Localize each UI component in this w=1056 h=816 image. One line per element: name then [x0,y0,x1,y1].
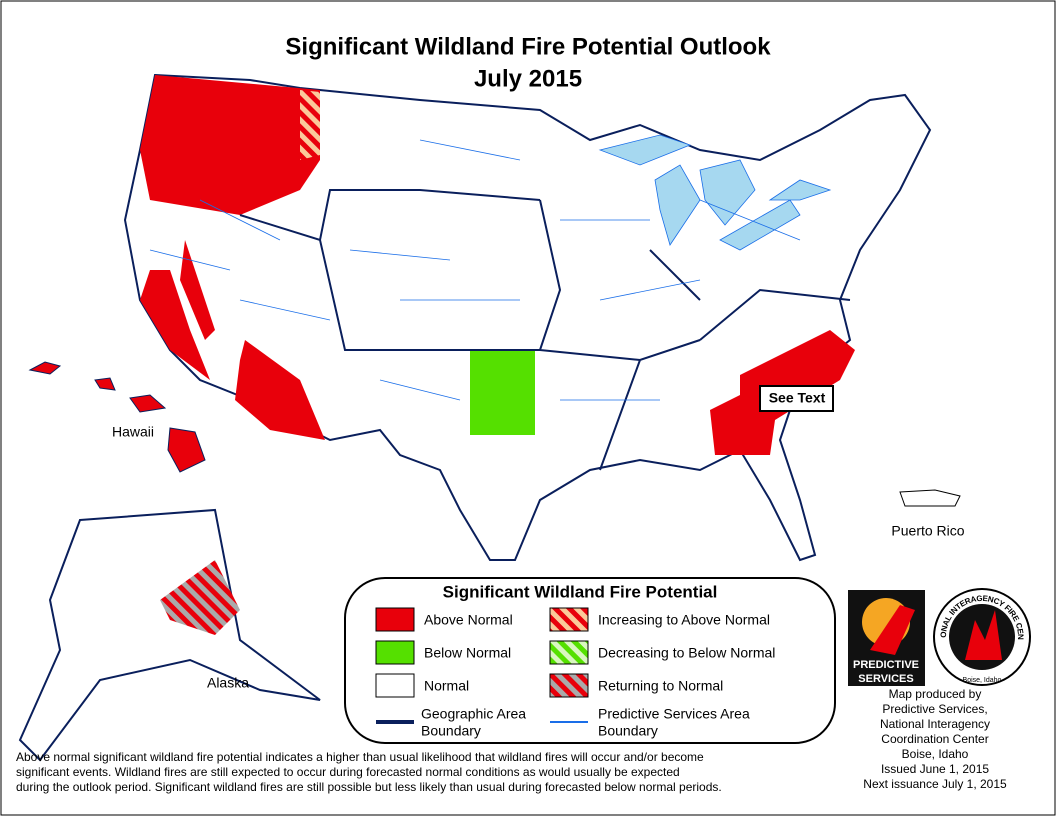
credit-line: Issued June 1, 2015 [881,762,989,776]
footnote: Above normal significant wildland fire p… [16,750,722,794]
legend-swatch [375,607,415,632]
footnote-line: during the outlook period. Significant w… [16,780,722,794]
legend: Significant Wildland Fire Potential Abov… [344,577,836,744]
legend-line-label: Geographic Area [421,706,526,722]
legend-label: Above Normal [424,612,513,628]
legend-label: Returning to Normal [598,678,723,694]
footnote-line: significant events. Wildland fires are s… [16,765,680,779]
legend-label: Decreasing to Below Normal [598,645,775,661]
puerto-rico-label: Puerto Rico [891,523,964,539]
hawaii-label: Hawaii [112,424,154,440]
nifc-place: Boise, Idaho [963,677,1002,684]
credit-line: Map produced by [889,687,982,701]
legend-swatch [549,640,589,665]
legend-label: Normal [424,678,469,694]
legend-line-label: Predictive Services Area [598,706,750,722]
predictive-logo-2: SERVICES [858,673,913,685]
credit-line: Boise, Idaho [902,747,969,761]
credit-line: Predictive Services, [882,702,987,716]
credit-line: Coordination Center [881,732,988,746]
subtitle: July 2015 [474,65,582,92]
legend-swatch [549,673,589,698]
alaska-label: Alaska [207,675,249,691]
predictive-logo-1: PREDICTIVE [853,659,919,671]
legend-label: Below Normal [424,645,511,661]
footnote-line: Above normal significant wildland fire p… [16,750,704,764]
legend-line-label: Boundary [598,723,658,739]
legend-label: Increasing to Above Normal [598,612,770,628]
legend-swatch [375,673,415,698]
us-map: Hawaii Alaska Puerto Rico See Text [18,73,965,762]
title: Significant Wildland Fire Potential Outl… [285,33,771,60]
callout-label: See Text [769,390,826,406]
legend-line-label: Boundary [421,723,481,739]
credit-line: National Interagency [880,717,990,731]
credit-line: Next issuance July 1, 2015 [863,777,1007,791]
legend-swatch [375,640,415,665]
legend-title: Significant Wildland Fire Potential [443,582,718,601]
legend-swatch [549,607,589,632]
